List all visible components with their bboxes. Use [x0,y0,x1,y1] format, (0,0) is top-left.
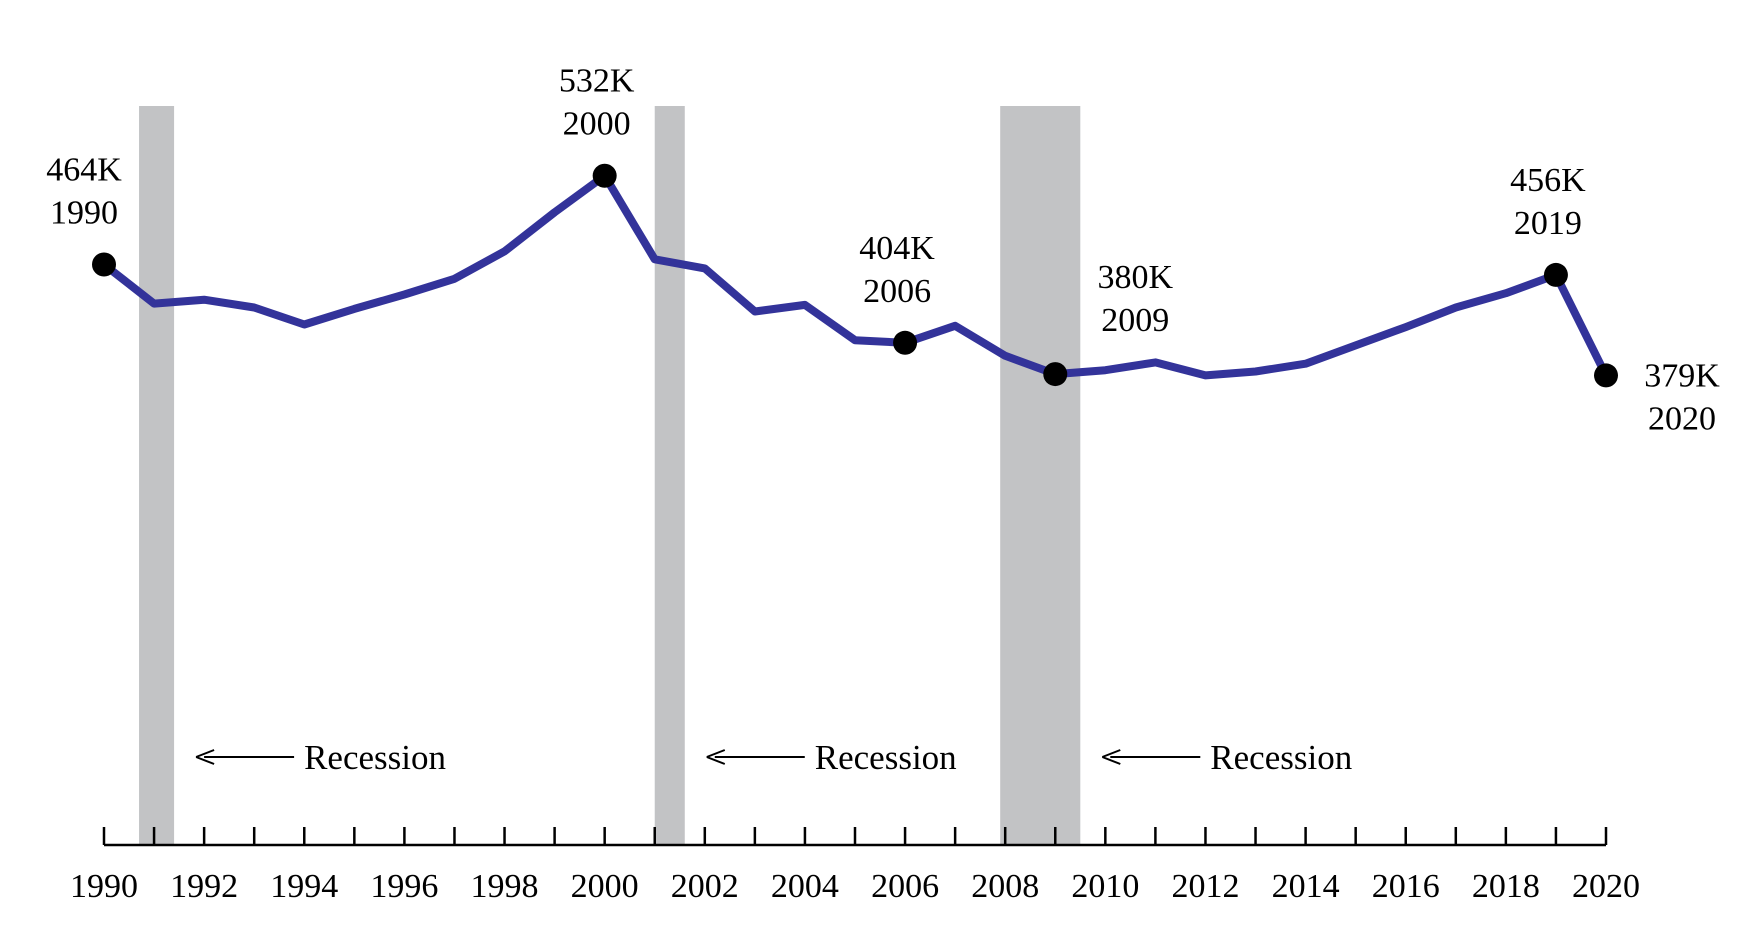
point-year-label-1990: 1990 [50,194,118,231]
recession-label-2: Recession [815,738,957,777]
x-tick-label-2014: 2014 [1272,868,1340,905]
point-2006 [893,330,918,355]
point-year-label-2020: 2020 [1648,400,1716,437]
recession-band-3 [1000,106,1081,845]
x-tick-label-1994: 1994 [270,868,338,905]
point-value-label-2020: 379K [1644,357,1720,394]
x-tick-label-2006: 2006 [871,868,939,905]
highlighted-points [92,163,1618,388]
point-value-label-2019: 456K [1510,162,1586,199]
x-tick-label-2008: 2008 [971,868,1039,905]
point-2009 [1043,362,1068,387]
recession-band-1 [139,106,175,845]
recession-arrowhead-3 [1101,749,1121,765]
x-tick-label-1998: 1998 [471,868,539,905]
point-1990 [92,252,116,277]
point-2020 [1594,363,1618,388]
point-value-label-2009: 380K [1097,259,1173,296]
x-tick-label-2004: 2004 [771,868,839,905]
x-tick-label-1996: 1996 [370,868,438,905]
series-line-1 [100,171,1610,380]
x-tick-label-2010: 2010 [1071,868,1139,905]
x-tick-label-2012: 2012 [1171,868,1239,905]
recession-label-1: Recession [304,738,446,777]
series-line-layer [100,171,1610,380]
x-tick-label-1992: 1992 [170,868,238,905]
point-year-label-2019: 2019 [1514,205,1582,242]
point-year-label-2009: 2009 [1101,302,1169,339]
recession-bands: Recession Recession Recession [139,106,1352,845]
recession-band-2 [654,106,685,845]
point-value-label-1990: 464K [46,151,122,188]
point-value-label-2006: 404K [859,230,935,267]
x-tick-label-2018: 2018 [1472,868,1540,905]
point-2019 [1543,262,1568,287]
x-axis: 1990 1992 1994 1996 1998 2000 2002 2004 2006 2008… [70,827,1640,905]
point-2000 [592,163,617,188]
x-tick-label-2002: 2002 [671,868,739,905]
point-labels: 464K 1990 532K 2000 404K 2006 380K 2009 456K 2019… [46,63,1720,438]
point-year-label-2006: 2006 [863,273,931,310]
point-value-label-2000: 532K [559,63,635,100]
recession-arrowhead-1 [195,749,215,765]
point-year-label-2000: 2000 [563,106,631,143]
recession-label-3: Recession [1210,738,1352,777]
x-tick-label-2020: 2020 [1572,868,1640,905]
x-tick-label-2000: 2000 [571,868,639,905]
recession-arrowhead-2 [706,749,726,765]
x-tick-label-1990: 1990 [70,868,138,905]
x-tick-label-2016: 2016 [1372,868,1440,905]
